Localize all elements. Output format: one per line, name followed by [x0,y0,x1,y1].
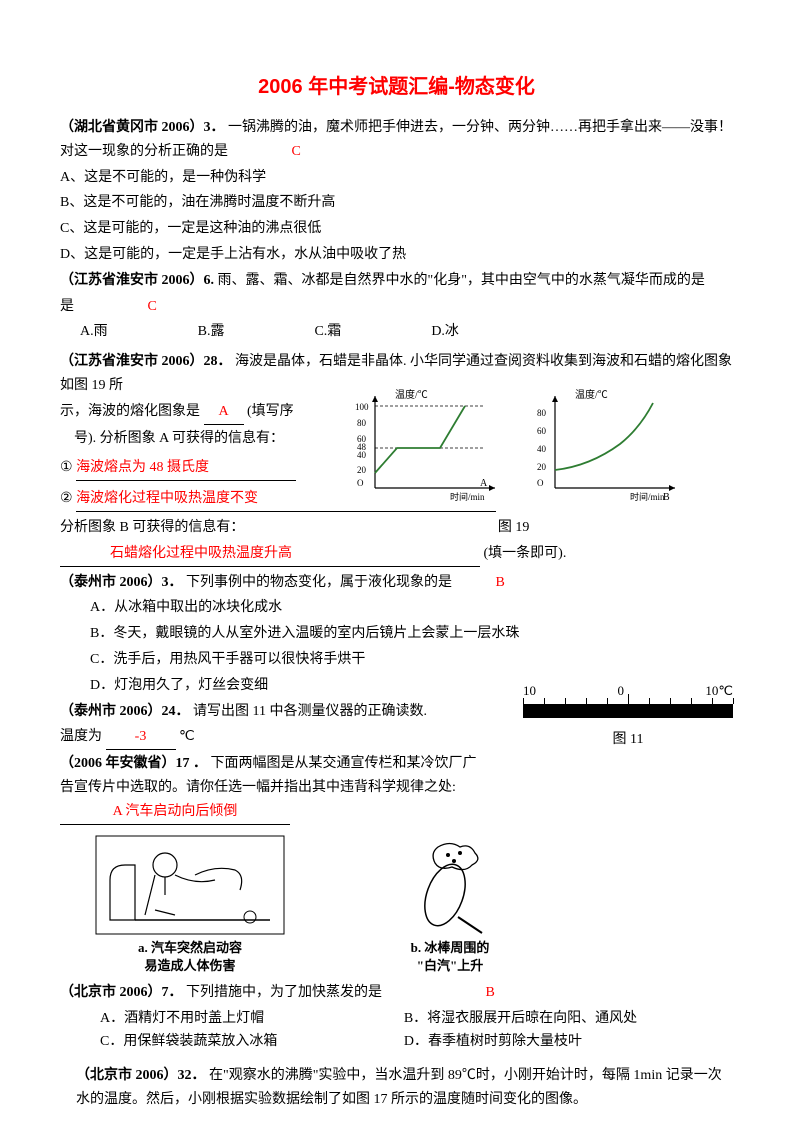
q3-leftcol: 示，海波的熔化图象是 A (填写序 号). 分析图象 A 可获得的信息有： ① … [60,400,320,481]
q3-line1-pre: ① [60,460,73,475]
q4: （泰州市 2006）3． 下列事例中的物态变化，属于液化现象的是 B [60,571,733,595]
q7-opt-d: D．春季植树时剪除大量枝叶 [404,1030,708,1054]
svg-text:100: 100 [355,402,369,412]
q7-opt-b: B．将湿衣服展开后晾在向阳、通风处 [404,1007,708,1031]
svg-text:温度/℃: 温度/℃ [575,388,608,401]
svg-text:O: O [537,478,544,488]
q2-opt-c: C.霜 [314,320,341,344]
q4-answer: B [496,575,505,590]
q1-source: （湖北省黄冈市 2006）3． [60,120,225,135]
illus-b-cap1: b. 冰棒周围的 [350,939,550,957]
fig11-label: 图 11 [523,728,733,752]
q1: （湖北省黄冈市 2006）3． 一锅沸腾的油，魔术师把手伸进去，一分钟、两分钟…… [60,116,733,164]
q4-opt-a: A．从冰箱中取出的冰块化成水 [60,596,733,620]
q6: （2006 年安徽省）17 ． 下面两幅图是从某交通宣传栏和某冷饮厂广告宣传片中… [60,752,480,824]
q3-line3: 石蜡熔化过程中吸热温度升高 [60,546,292,561]
svg-text:时间/min: 时间/min [630,491,665,502]
q4-opt-c: C．洗手后，用热风干手器可以很快将手烘干 [60,648,733,672]
q7-opt-c: C．用保鲜袋装蔬菜放入冰箱 [100,1030,404,1054]
illustrations: a. 汽车突然启动容 易造成人体伤害 b. 冰棒周围的 "白汽"上升 [60,835,733,975]
illus-a-cap1: a. 汽车突然启动容 [90,939,290,957]
svg-text:20: 20 [537,462,547,472]
svg-text:O: O [357,478,364,488]
svg-text:40: 40 [537,444,547,454]
svg-text:80: 80 [357,418,367,428]
q1-answer: C [292,144,301,159]
q2: （江苏省淮安市 2006）6. 雨、露、霜、冰都是自然界中水的"化身"，其中由空… [60,269,733,293]
ruler-mid: 0 [617,680,624,702]
q2-answer: C [148,299,157,314]
svg-text:80: 80 [537,408,547,418]
q4-opt-b: B．冬天，戴眼镜的人从室外进入温暖的室内后镜片上会蒙上一层水珠 [60,622,733,646]
ruler-fig11: 10 0 10℃ 图 11 [523,680,733,752]
svg-text:20: 20 [357,465,367,475]
q5-unit: ℃ [179,729,195,744]
q2-opt-d: D.冰 [431,320,459,344]
svg-text:B: B [663,492,670,503]
illus-b-cap2: "白汽"上升 [350,957,550,975]
svg-text:A: A [480,478,488,489]
q3-text5: 分析图象 B 可获得的信息有： [60,520,244,535]
ruler-right: 10℃ [705,680,733,702]
q2-opt-a: A.雨 [80,320,108,344]
ruler-bar [523,704,733,718]
q3-text2: 示，海波的熔化图象是 [60,404,200,419]
svg-text:60: 60 [357,434,367,444]
q6-source: （2006 年安徽省）17 ． [60,756,207,771]
chart-a: O 20 40 48 60 80 100 温度/℃ 时间/min A [355,388,505,503]
q8-source: （北京市 2006）32． [76,1068,206,1083]
q2-text: 雨、露、霜、冰都是自然界中水的"化身"，其中由空气中的水蒸气凝华而成的是 [218,273,705,288]
q2-line2: 是 C [60,295,733,319]
q3-text6: (填一条即可). [484,546,567,561]
q7-options: A．酒精灯不用时盖上灯帽 B．将湿衣服展开后晾在向阳、通风处 C．用保鲜袋装蔬菜… [60,1007,733,1055]
q4-text: 下列事例中的物态变化，属于液化现象的是 [186,575,452,590]
illus-b: b. 冰棒周围的 "白汽"上升 [350,835,550,975]
q3-line2: 海波熔化过程中吸热温度不变 [76,491,258,506]
q7: （北京市 2006）7． 下列措施中，为了加快蒸发的是 B [60,981,733,1005]
fig19-charts: O 20 40 48 60 80 100 温度/℃ 时间/min A O 20 … [355,388,685,503]
q3-source: （江苏省淮安市 2006）28． [60,354,232,369]
q7-answer: B [486,985,495,1000]
q3-line2-pre: ② [60,491,73,506]
illus-a-cap2: 易造成人体伤害 [90,957,290,975]
q8: （北京市 2006）32． 在"观察水的沸腾"实验中，当水温升到 89℃时，小刚… [60,1064,733,1112]
q1-opt-a: A、这是不可能的，是一种伪科学 [60,166,733,190]
q1-opt-d: D、这是可能的，一定是手上沾有水，水从油中吸收了热 [60,243,733,267]
q1-opt-b: B、这是不可能的，油在沸腾时温度不断升高 [60,191,733,215]
q3-line1: 海波熔点为 48 摄氏度 [76,460,209,475]
svg-text:60: 60 [537,426,547,436]
q2-source: （江苏省淮安市 2006）6. [60,273,214,288]
q4-source: （泰州市 2006）3． [60,575,183,590]
q3-text3: (填写序 [247,404,294,419]
q2-options: A.雨 B.露 C.霜 D.冰 [60,320,733,344]
q1-opt-c: C、这是可能的，一定是这种油的沸点很低 [60,217,733,241]
q7-opt-a: A．酒精灯不用时盖上灯帽 [100,1007,404,1031]
q7-text: 下列措施中，为了加快蒸发的是 [186,985,382,1000]
q5-answer: -3 [135,729,147,744]
q7-source: （北京市 2006）7． [60,985,183,1000]
svg-text:温度/℃: 温度/℃ [395,388,428,401]
chart-b: O 20 40 60 80 温度/℃ 时间/min B [535,388,685,503]
q5-text: 请写出图 11 中各测量仪器的正确读数. [193,704,427,719]
fig19-label: 图 19 [498,520,530,535]
q5-source: （泰州市 2006）24． [60,704,190,719]
q5-text2: 温度为 [60,729,102,744]
q6-answer: A 汽车启动向后倾倒 [113,804,238,819]
ruler-left: 10 [523,680,536,702]
svg-text:时间/min: 时间/min [450,491,485,502]
illus-a: a. 汽车突然启动容 易造成人体伤害 [90,835,290,975]
q3-text4: 号). 分析图象 A 可获得的信息有： [60,427,320,451]
page-title: 2006 年中考试题汇编-物态变化 [60,70,733,104]
q2-opt-b: B.露 [198,320,225,344]
q3-blank1: A [218,404,228,419]
